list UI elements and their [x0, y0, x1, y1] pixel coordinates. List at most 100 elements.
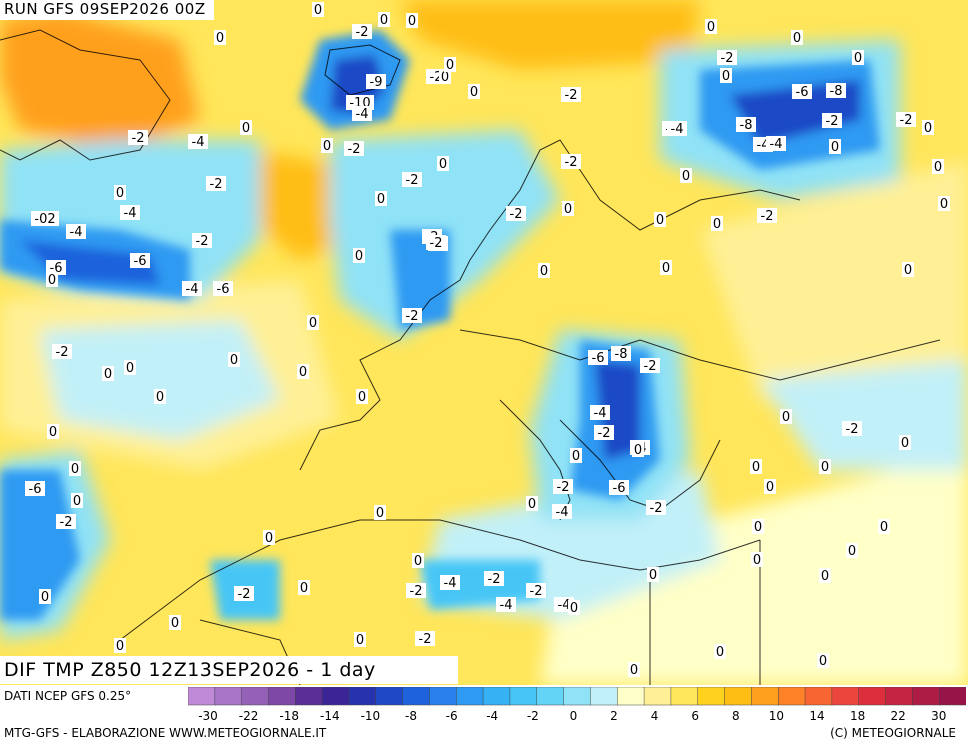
value-label-text: 0 — [116, 186, 124, 201]
value-label-background — [757, 208, 777, 223]
value-label-text: -2 — [846, 422, 859, 437]
value-label-text: 0 — [356, 633, 364, 648]
value-label: -4 — [182, 281, 202, 297]
value-label-background — [444, 57, 456, 72]
value-label-text: 0 — [156, 390, 164, 405]
value-label: -8 — [826, 83, 846, 99]
pale-yellow-africa-field — [540, 450, 968, 685]
value-label-text: -2 — [238, 587, 251, 602]
orange-arctic-field — [400, 0, 700, 70]
value-label-text: 0 — [314, 3, 322, 18]
value-label: -4 — [352, 106, 372, 122]
greenland-coast — [0, 29, 171, 161]
value-label-background — [297, 364, 309, 379]
value-label-background — [667, 121, 687, 136]
value-label: -2 — [426, 235, 446, 251]
value-label-text: 0 — [73, 494, 81, 509]
value-label-background — [764, 479, 776, 494]
value-label-background — [402, 308, 422, 323]
value-label: 0 — [711, 216, 723, 232]
value-label-text: -2 — [56, 345, 69, 360]
value-label: -2 — [594, 425, 614, 441]
value-label-background — [570, 448, 582, 463]
value-label-text: 0 — [71, 462, 79, 477]
value-label: 0 — [680, 168, 692, 184]
value-label: 0 — [263, 530, 275, 546]
value-label: -2 — [344, 141, 364, 157]
value-label-text: 0 — [528, 497, 536, 512]
colorbar-swatch — [563, 687, 592, 706]
value-label-background — [154, 389, 166, 404]
value-label-text: -2 — [565, 155, 578, 170]
value-label-text: -2 — [210, 177, 223, 192]
value-label-text: 0 — [752, 460, 760, 475]
value-label-text: -4 — [558, 598, 571, 613]
value-label-background — [415, 631, 435, 646]
value-label-background — [526, 583, 546, 598]
value-label-text: -2 — [721, 51, 734, 66]
value-label: 0 — [902, 262, 914, 278]
colorbar-tick-label: 18 — [849, 709, 866, 723]
value-label: 0 — [819, 568, 831, 584]
value-label-background — [646, 500, 666, 515]
value-label-text: -2 — [650, 501, 663, 516]
value-label-text: 0 — [904, 263, 912, 278]
value-label: -2 — [192, 233, 212, 249]
colorbar-swatch — [188, 687, 216, 706]
value-label: 0 — [817, 653, 829, 669]
value-label: -4 — [766, 136, 786, 152]
value-label: 0 — [307, 315, 319, 331]
value-label-background — [437, 156, 449, 171]
value-label: 0 — [899, 435, 911, 451]
value-label-text: -4 — [500, 598, 513, 613]
value-label: 0 — [39, 589, 51, 605]
value-label-text: -2 — [598, 426, 611, 441]
blue-iberia-core — [0, 470, 80, 620]
value-label: 0 — [46, 272, 58, 288]
value-label-background — [717, 50, 737, 65]
value-label-text: 0 — [854, 51, 862, 66]
value-label-background — [47, 424, 59, 439]
value-label-text: -4 — [594, 406, 607, 421]
colorbar-swatch — [348, 687, 377, 706]
value-label: -4 — [552, 504, 572, 520]
value-label: -4 — [188, 134, 208, 150]
value-label-background — [228, 352, 240, 367]
value-label: 0 — [406, 13, 418, 29]
colorbar-swatch — [295, 687, 323, 706]
value-label-background — [752, 519, 764, 534]
value-label: 0 — [780, 409, 792, 425]
value-label: 0 — [750, 459, 762, 475]
value-label-background — [406, 13, 418, 28]
value-label-text: -4 — [192, 135, 205, 150]
value-label-text: 0 — [355, 249, 363, 264]
value-label-background — [412, 553, 424, 568]
colorbar-swatch — [643, 687, 672, 706]
value-label-text: 0 — [662, 261, 670, 276]
colorbar-tick-label: 14 — [809, 709, 825, 723]
europe-coast — [299, 139, 801, 471]
value-label: 0 — [846, 543, 858, 559]
value-label-text: 0 — [753, 553, 761, 568]
value-label-background — [426, 235, 446, 250]
colorbar-swatch — [670, 687, 699, 706]
value-label-text: -2 — [900, 113, 913, 128]
value-label-background — [705, 19, 717, 34]
value-label-background — [307, 315, 319, 330]
value-label: 0 — [720, 68, 732, 84]
value-label-background — [56, 514, 76, 529]
value-label-background — [120, 205, 140, 220]
value-label-background — [354, 632, 366, 647]
value-label: -02 — [31, 211, 59, 227]
colorbar-tick-label: 4 — [650, 709, 659, 723]
colorbar-swatch — [724, 687, 753, 706]
value-label: 0 — [714, 644, 726, 660]
value-label-background — [553, 479, 573, 494]
value-label-text: -2 — [60, 515, 73, 530]
value-label-background — [440, 575, 460, 590]
value-label-background — [714, 644, 726, 659]
value-label-text: -2 — [406, 309, 419, 324]
value-label-text: -8 — [615, 347, 628, 362]
pale-yellow-east-field — [700, 160, 968, 420]
